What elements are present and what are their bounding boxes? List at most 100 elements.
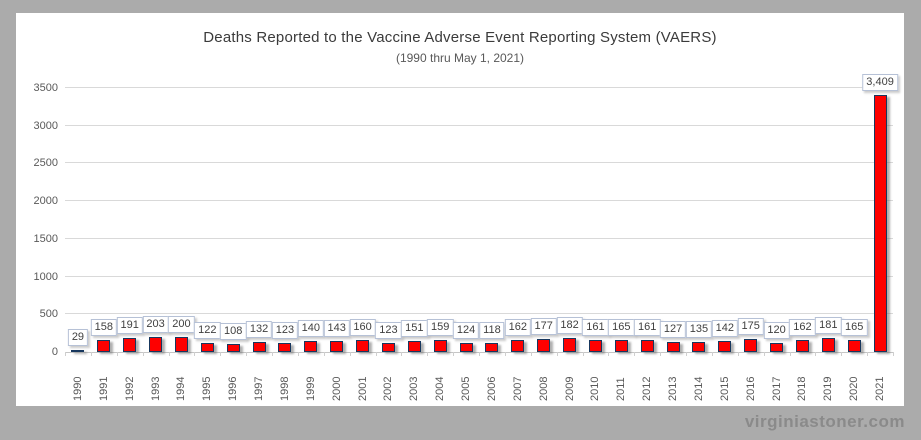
bar-value-label: 3,409 (862, 74, 898, 91)
x-axis-tick-mark (841, 352, 843, 356)
bar-value-label: 181 (815, 317, 842, 334)
x-axis-tick-mark (401, 352, 403, 356)
x-axis-tick-mark (893, 352, 894, 356)
x-axis-tick-label: 2007 (511, 359, 525, 401)
x-axis-tick-mark (297, 352, 299, 356)
x-axis-tick-mark (686, 352, 687, 356)
x-axis-tick-mark (530, 352, 532, 356)
x-axis-tick-label: 2006 (485, 359, 499, 401)
x-axis-tick-mark (246, 352, 248, 356)
bar-value-label: 165 (841, 319, 868, 336)
plot-area: 0 500 1000 1500 2000 2500 3000 3500 29 1990 158 199… (34, 74, 898, 401)
x-axis-tick-label: 2019 (821, 359, 835, 401)
x-axis-year-text: 1995 (201, 376, 214, 401)
x-axis-tick-label: 2020 (847, 359, 861, 401)
bar-value-label: 177 (530, 318, 557, 335)
bar-value-label: 191 (116, 317, 143, 334)
bar-value-label: 161 (582, 319, 609, 336)
chart-title: Deaths Reported to the Vaccine Adverse E… (203, 29, 717, 46)
x-axis-tick-label: 2001 (356, 359, 370, 401)
bar-1996 (226, 344, 240, 352)
bar-value-label: 142 (711, 320, 738, 337)
x-axis-tick-mark (427, 352, 429, 356)
x-axis-year-text: 2019 (822, 376, 835, 401)
bar-2002 (381, 343, 395, 352)
bar-2009 (563, 338, 577, 352)
x-axis-tick-mark (272, 352, 273, 356)
x-axis-tick-mark (608, 352, 610, 356)
bar-2005 (459, 343, 473, 352)
x-axis-tick-label: 2009 (563, 359, 577, 401)
x-axis-tick-mark (220, 352, 222, 356)
x-axis-tick-label: 2008 (537, 359, 551, 401)
bar-2021 (873, 95, 887, 352)
bar-2016 (744, 339, 758, 352)
x-axis-tick-mark (349, 352, 351, 356)
bar-2020 (847, 340, 861, 352)
x-axis-year-text: 2015 (718, 376, 731, 401)
x-axis-tick-mark (815, 352, 817, 356)
x-axis-tick-label: 2013 (666, 359, 680, 401)
x-axis-tick-label: 1993 (149, 359, 163, 401)
x-axis-year-text: 2020 (848, 376, 861, 401)
bar-value-label: 159 (427, 319, 454, 336)
gridline (65, 200, 893, 202)
gridline (65, 124, 893, 126)
x-axis-year-text: 2007 (511, 376, 524, 401)
x-axis-year-text: 1993 (149, 376, 162, 401)
x-axis-year-text: 1994 (175, 376, 188, 401)
x-axis-year-text: 2005 (460, 376, 473, 401)
bar-value-label: 165 (608, 319, 635, 336)
x-axis-year-text: 2017 (770, 376, 783, 401)
bar-value-label: 124 (452, 322, 480, 339)
x-axis-year-text: 2001 (356, 376, 369, 401)
x-axis-tick-label: 2011 (614, 359, 628, 401)
x-axis-tick-mark (660, 352, 662, 356)
bar-1992 (123, 338, 137, 352)
x-axis-tick-mark (142, 352, 144, 356)
x-axis-tick-label: 2012 (640, 359, 654, 401)
gridline (65, 237, 893, 239)
bar-2019 (821, 338, 835, 352)
x-axis-year-text: 2008 (537, 376, 550, 401)
bar-1999 (304, 341, 318, 352)
x-axis-tick-label: 1991 (97, 359, 111, 401)
bar-2001 (356, 340, 370, 352)
x-axis-tick-label: 2018 (795, 359, 809, 401)
bar-value-label: 162 (789, 319, 816, 336)
x-axis-year-text: 2002 (382, 376, 395, 401)
bar-value-label: 29 (67, 329, 89, 346)
bar-value-label: 140 (297, 320, 324, 337)
x-axis-year-text: 2010 (589, 376, 602, 401)
x-axis-tick-mark (323, 352, 325, 356)
bar-value-label: 151 (401, 320, 428, 337)
bar-2004 (433, 340, 447, 352)
gridline (65, 162, 893, 164)
x-axis-tick-label: 1994 (174, 359, 188, 401)
y-axis-tick-label: 3500 (33, 82, 58, 94)
bar-value-label: 162 (504, 319, 531, 336)
bar-2003 (407, 341, 421, 352)
x-axis-year-text: 1997 (253, 376, 266, 401)
chart-subtitle: (1990 thru May 1, 2021) (395, 51, 525, 65)
x-axis-tick-label: 1999 (304, 359, 318, 401)
bar-value-label: 132 (245, 321, 273, 338)
x-axis-tick-label: 2005 (459, 359, 473, 401)
x-axis-year-text: 1996 (227, 376, 240, 401)
x-axis-tick-mark (634, 352, 636, 356)
x-axis-tick-label: 1998 (278, 359, 292, 401)
x-axis-year-text: 2004 (434, 376, 447, 401)
bar-value-label: 175 (737, 318, 764, 335)
x-axis-tick-label: 1992 (123, 359, 137, 401)
bar-value-label: 158 (90, 319, 117, 336)
y-axis-tick-label: 1500 (33, 232, 58, 245)
gridline (65, 313, 893, 315)
bar-value-label: 161 (634, 319, 661, 336)
x-axis-year-text: 1992 (123, 376, 136, 401)
x-axis-tick-label: 2014 (692, 359, 706, 401)
x-axis-tick-mark (504, 352, 506, 356)
bar-value-label: 200 (168, 316, 195, 333)
watermark: virginiastoner.com (744, 412, 905, 431)
gridline (65, 87, 893, 88)
